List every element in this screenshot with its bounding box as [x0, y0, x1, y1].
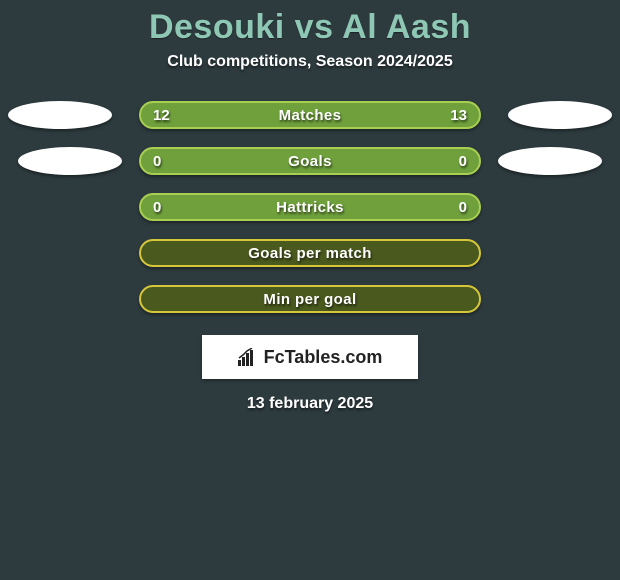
- logo-text: FcTables.com: [264, 347, 383, 368]
- right-ellipse: [508, 101, 612, 129]
- stats-container: Desouki vs Al Aash Club competitions, Se…: [0, 0, 620, 413]
- stat-bar: Goals per match: [139, 239, 481, 267]
- left-ellipse: [18, 147, 122, 175]
- right-ellipse: [498, 147, 602, 175]
- stat-left-value: 0: [153, 153, 161, 170]
- stat-label: Goals: [288, 153, 332, 170]
- date-text: 13 february 2025: [247, 395, 373, 413]
- stat-right-value: 13: [450, 107, 467, 124]
- stat-right-value: 0: [459, 153, 467, 170]
- stat-row: Goals per match: [0, 239, 620, 267]
- stat-label: Goals per match: [248, 245, 372, 262]
- stat-bar: 12 Matches 13: [139, 101, 481, 129]
- stat-row: 0 Hattricks 0: [0, 193, 620, 221]
- stat-rows: 12 Matches 13 0 Goals 0 0 Hattricks 0 Goals per m…: [0, 101, 620, 331]
- stat-left-value: 12: [153, 107, 170, 124]
- stat-row: 0 Goals 0: [0, 147, 620, 175]
- stat-label: Min per goal: [263, 291, 356, 308]
- stat-left-value: 0: [153, 199, 161, 216]
- stat-label: Matches: [279, 107, 342, 124]
- stat-label: Hattricks: [276, 199, 344, 216]
- logo-box[interactable]: FcTables.com: [202, 335, 418, 379]
- stat-bar: 0 Goals 0: [139, 147, 481, 175]
- bar-chart-icon: [238, 348, 260, 366]
- stat-row: Min per goal: [0, 285, 620, 313]
- stat-row: 12 Matches 13: [0, 101, 620, 129]
- stat-bar: Min per goal: [139, 285, 481, 313]
- left-ellipse: [8, 101, 112, 129]
- subtitle: Club competitions, Season 2024/2025: [167, 53, 452, 71]
- page-title: Desouki vs Al Aash: [149, 8, 471, 47]
- stat-bar: 0 Hattricks 0: [139, 193, 481, 221]
- stat-right-value: 0: [459, 199, 467, 216]
